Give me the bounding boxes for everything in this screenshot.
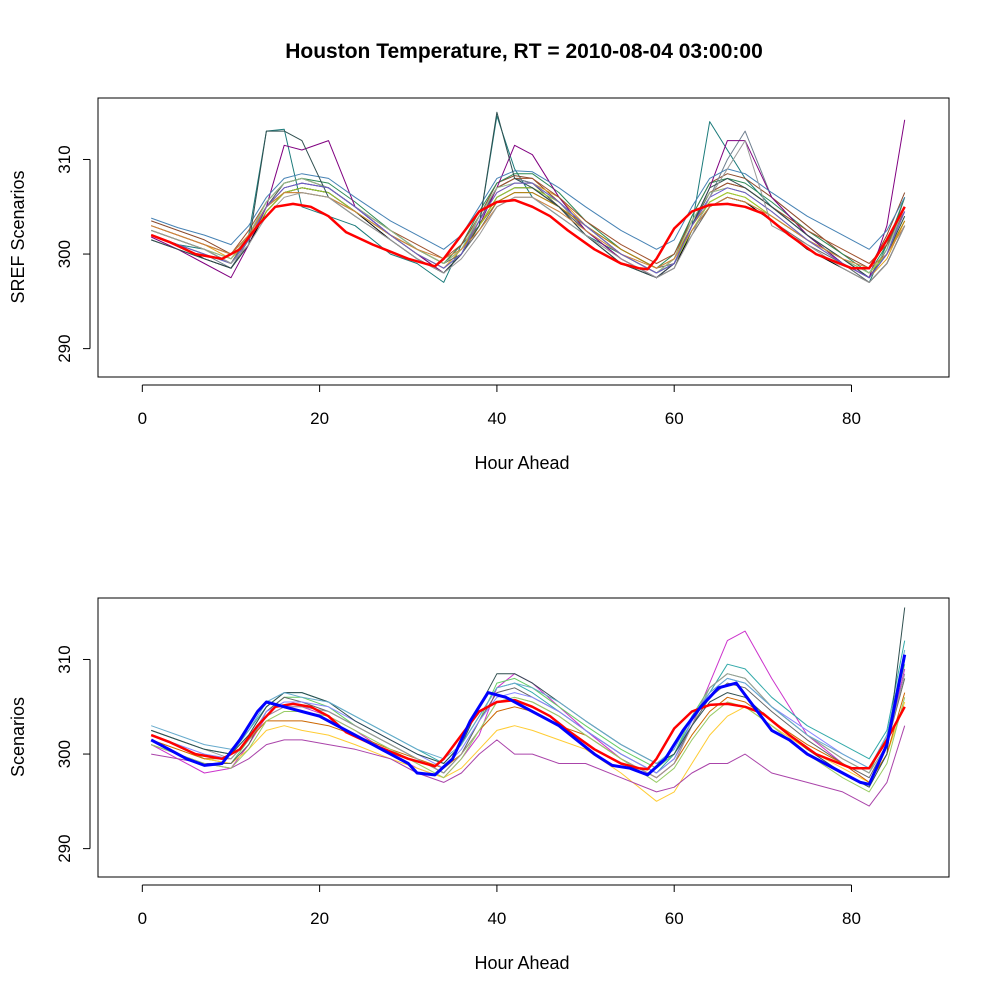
panel-bottom: 0 20 40 60 80 290 300 310 Hour Ahead Scenarios [8,597,950,973]
series-line-s11 [151,187,906,283]
y-tick-label: 310 [55,145,74,173]
chart-title: Houston Temperature, RT = 2010-08-04 03:… [285,40,763,63]
x-tick-label: 60 [665,409,684,428]
series-line-s10 [151,168,906,250]
series-line-s17 [151,182,906,279]
series-line-t10 [151,725,906,807]
highlight-group-bottom [150,654,907,786]
y-axis-label-bottom: Scenarios [8,697,28,777]
series-group-top [150,111,906,283]
series-line-s15 [151,111,906,279]
x-axis-top: 0 20 40 60 80 [138,384,861,428]
x-tick-label: 80 [842,409,861,428]
series-line-t11 [151,649,906,769]
series-line-s09 [151,177,906,264]
y-tick-label: 300 [55,240,74,268]
x-axis-label-top: Hour Ahead [474,453,569,473]
series-line-s08 [151,187,906,283]
series-line-t08 [151,673,906,779]
x-tick-label: 20 [310,909,329,928]
series-line-observed [150,198,906,271]
y-tick-label: 310 [55,645,74,673]
highlight-group-top [150,198,906,271]
x-tick-label: 20 [310,409,329,428]
x-tick-label: 60 [665,909,684,928]
series-line-t09 [151,607,906,788]
panel-top: 0 20 40 60 80 290 300 310 Hour Ahead SREF Scen… [8,97,950,473]
y-tick-label: 300 [55,740,74,768]
x-axis-label-bottom: Hour Ahead [474,953,569,973]
series-line-mean [150,654,907,786]
x-tick-label: 0 [138,409,147,428]
y-axis-label-top: SREF Scenarios [8,170,28,303]
series-line-t01 [150,630,906,783]
plot-frame-bottom [97,597,950,878]
series-line-t12 [151,696,906,793]
x-tick-label: 0 [138,909,147,928]
series-line-t03 [151,640,906,774]
x-tick-label: 40 [487,909,506,928]
series-group-bottom [150,607,906,807]
y-axis-bottom: 290 300 310 [55,645,91,863]
y-tick-label: 290 [55,834,74,862]
series-line-s07 [150,119,906,279]
series-line-t05 [151,678,906,779]
y-axis-top: 290 300 310 [55,145,91,363]
x-tick-label: 40 [487,409,506,428]
x-tick-label: 80 [842,909,861,928]
plot-frame-top [97,97,950,378]
y-tick-label: 290 [55,334,74,362]
x-axis-bottom: 0 20 40 60 80 [138,884,861,928]
series-line-s13 [151,187,906,274]
series-line-s01 [151,115,906,283]
